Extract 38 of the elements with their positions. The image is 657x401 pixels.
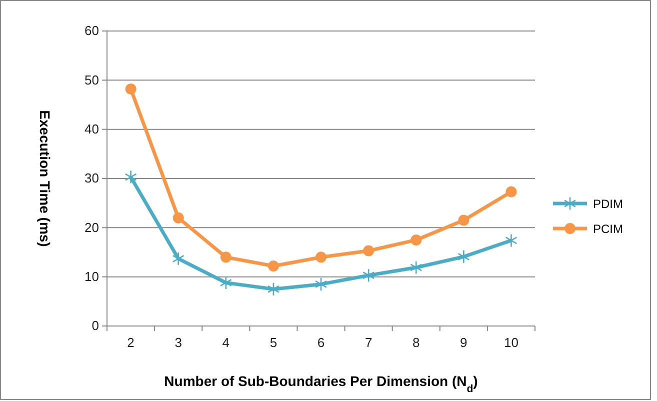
point [268, 260, 279, 272]
y-axis-title: Execution Time (ms) [37, 110, 53, 247]
x-tick-label: 3 [174, 335, 182, 350]
point [314, 277, 328, 292]
point [267, 282, 280, 296]
y-tick-label: 10 [84, 268, 99, 284]
point [458, 214, 470, 226]
point [363, 245, 374, 256]
point [316, 252, 326, 263]
x-tick-label: 9 [460, 335, 468, 350]
point [458, 250, 470, 264]
point [505, 234, 518, 248]
point [172, 252, 184, 266]
point [172, 212, 184, 224]
point [506, 186, 517, 198]
x-tick-label: 7 [364, 335, 372, 350]
point [125, 84, 136, 95]
x-tick-label: 10 [504, 335, 518, 350]
x-tick-label: 2 [127, 335, 134, 350]
legend-label: PCIM [593, 222, 624, 236]
point [124, 170, 137, 184]
y-tick-label: 0 [92, 318, 99, 334]
x-tick-label: 5 [270, 335, 278, 350]
legend-label: PDIM [593, 197, 624, 211]
x-tick-label: 6 [317, 335, 325, 350]
point [410, 234, 422, 246]
y-tick-label: 60 [84, 23, 99, 38]
y-tick-label: 20 [84, 220, 99, 235]
y-tick-label: 40 [84, 121, 99, 136]
y-tick-label: 30 [84, 170, 99, 186]
x-tick-label: 4 [222, 335, 230, 350]
x-tick-label: 8 [412, 335, 420, 350]
point [410, 260, 422, 274]
point [220, 252, 232, 263]
y-tick-label: 50 [84, 72, 99, 88]
point [362, 268, 375, 282]
point [220, 276, 232, 290]
x-axis-title: Number of Sub-Boundaries Per Dimension (N$_{d}$) [164, 373, 478, 395]
